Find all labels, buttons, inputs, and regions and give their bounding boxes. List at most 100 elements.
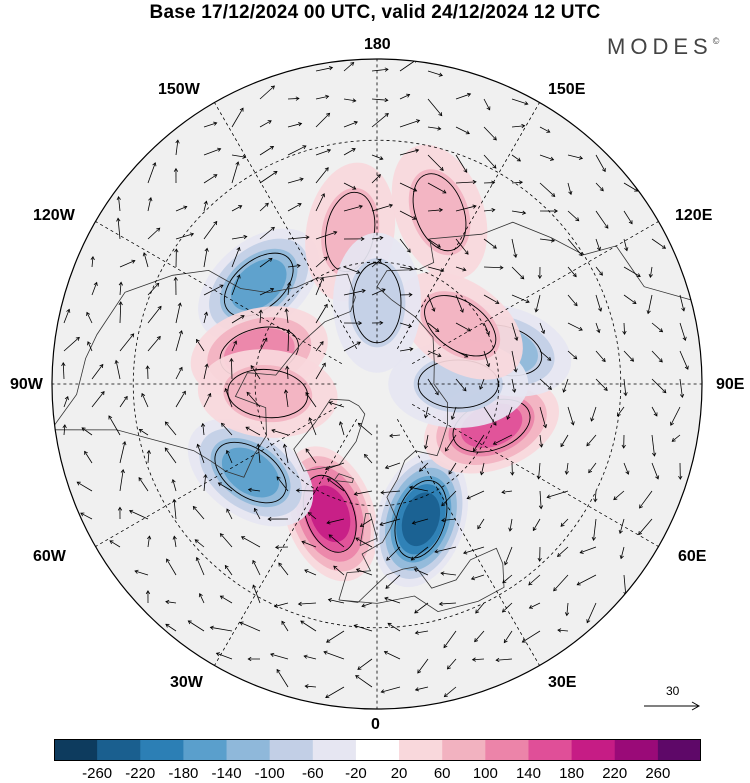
wind-arrow	[175, 205, 188, 212]
brand-mark: ©	[712, 36, 720, 46]
wind-arrow	[539, 350, 552, 361]
wind-arrow	[455, 294, 464, 313]
wind-arrow	[225, 449, 233, 464]
wind-arrow	[546, 490, 569, 499]
wind-arrow	[117, 506, 123, 520]
meridian-210	[214, 102, 358, 350]
wind-arrow	[418, 462, 429, 472]
wind-arrow	[259, 145, 275, 156]
wind-arrow	[119, 333, 135, 352]
anomaly-w-atlantic-low	[187, 418, 314, 527]
label-150w: 150W	[158, 81, 200, 98]
wind-arrow	[399, 119, 421, 128]
wind-arrow	[528, 602, 541, 609]
wind-arrow	[539, 322, 546, 335]
wind-arrow	[259, 287, 275, 296]
wind-arrow	[61, 362, 66, 380]
wind-arrow	[567, 154, 584, 160]
wind-arrow	[567, 350, 578, 360]
graticule	[52, 59, 702, 709]
wind-arrow	[438, 601, 457, 607]
wind-arrow	[195, 556, 205, 576]
wind-arrow	[359, 518, 373, 527]
wind-arrow	[203, 220, 218, 240]
wind-arrow	[441, 518, 457, 523]
wind-arrow	[595, 182, 604, 192]
wind-arrow	[562, 378, 569, 393]
wind-arrow	[411, 518, 429, 525]
wind-arrow	[483, 265, 504, 270]
map-title: Base 17/12/2024 00 UTC, valid 24/12/2024…	[149, 2, 601, 23]
wind-arrow	[443, 686, 457, 698]
wind-arrow	[492, 434, 513, 445]
wind-arrow	[171, 478, 177, 492]
wind-arrow	[145, 365, 150, 380]
wind-arrow	[259, 85, 275, 100]
wind-arrow	[231, 274, 241, 296]
wind-arrow	[567, 182, 573, 196]
wind-arrow	[203, 147, 222, 156]
wind-arrow	[622, 322, 627, 335]
wind-arrow	[595, 322, 601, 334]
wind-arrow	[224, 564, 233, 576]
wind-arrow	[567, 406, 575, 426]
wind-arrow	[511, 294, 530, 304]
parallel-60	[254, 261, 500, 507]
wind-arrow	[423, 434, 429, 450]
wind-arrow	[175, 139, 180, 156]
wind-arrow	[455, 378, 467, 392]
wind-arrow	[474, 630, 485, 643]
wind-arrow	[455, 126, 470, 135]
colorbar-tick: -180	[168, 765, 199, 782]
wind-arrow	[638, 518, 653, 536]
wind-arrow	[371, 288, 386, 296]
wind-arrow	[239, 621, 261, 632]
wind-arrow	[413, 568, 429, 576]
wind-arrow	[679, 294, 686, 312]
wind-arrow	[192, 505, 205, 520]
wind-arrow	[384, 596, 401, 604]
coastline-6	[333, 473, 354, 483]
wind-arrow	[305, 448, 317, 464]
wind-arrow	[287, 281, 292, 296]
wind-arrow	[560, 434, 569, 448]
wind-arrow	[166, 558, 177, 576]
wind-arrow	[203, 247, 209, 268]
wind-arrow	[91, 281, 98, 296]
colorbar-swatch	[614, 739, 659, 761]
wind-arrow	[259, 257, 273, 268]
meridian-120	[411, 221, 659, 365]
label-0: 0	[371, 716, 380, 733]
wind-arrow	[648, 266, 653, 278]
wind-arrow	[371, 113, 389, 128]
wind-arrow	[623, 378, 628, 397]
wind-arrow	[203, 311, 209, 324]
colorbar-swatch	[355, 739, 400, 761]
wind-arrow	[410, 546, 429, 561]
wind-arrow	[595, 154, 606, 173]
wind-arrow	[142, 252, 149, 268]
coastlines	[52, 221, 702, 613]
wind-arrow	[414, 686, 429, 692]
wind-arrow	[343, 120, 358, 128]
wind-arrow	[287, 263, 301, 268]
wind-arrow	[256, 443, 261, 464]
wind-arrow	[327, 598, 345, 604]
wind-arrow	[245, 426, 261, 436]
wind-arrow	[623, 462, 630, 475]
wind-arrow	[84, 450, 93, 464]
wind-arrow	[119, 395, 128, 408]
wind-arrow	[651, 238, 667, 249]
wind-arrow	[511, 154, 522, 162]
wind-arrow	[495, 657, 513, 663]
wind-arrow	[147, 335, 161, 352]
wind-arrow	[586, 602, 597, 624]
label-120e: 120E	[675, 207, 713, 224]
wind-arrow	[483, 98, 491, 111]
wind-arrow	[315, 276, 324, 296]
colorbar-tick: -20	[345, 765, 367, 782]
wind-arrow	[621, 434, 626, 449]
wind-arrow	[175, 366, 183, 380]
wind-arrow	[446, 658, 457, 670]
wind-arrow	[357, 658, 373, 670]
